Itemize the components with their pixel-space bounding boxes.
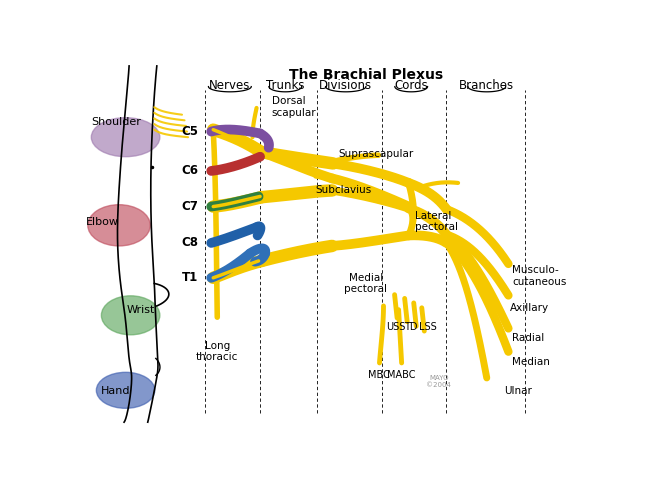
Text: Trunks: Trunks — [266, 79, 304, 92]
Text: C5: C5 — [181, 125, 198, 138]
Text: Nerves: Nerves — [209, 79, 250, 92]
Ellipse shape — [91, 118, 160, 157]
Text: Subclavius: Subclavius — [315, 186, 372, 195]
Text: Axillary: Axillary — [510, 303, 549, 313]
Text: C8: C8 — [181, 236, 198, 249]
Text: C7: C7 — [181, 200, 198, 213]
Text: Divisions: Divisions — [319, 79, 372, 92]
Text: Branches: Branches — [459, 79, 514, 92]
Text: Suprascapular: Suprascapular — [338, 149, 413, 159]
Text: Radial: Radial — [512, 333, 544, 343]
Text: Medial
pectoral: Medial pectoral — [344, 273, 387, 294]
Text: Lateral
pectoral: Lateral pectoral — [415, 211, 458, 232]
Text: Wrist: Wrist — [127, 305, 155, 316]
Text: The Brachial Plexus: The Brachial Plexus — [289, 68, 443, 82]
Text: LSS: LSS — [419, 322, 437, 332]
Text: Musculo-
cutaneous: Musculo- cutaneous — [512, 265, 566, 287]
Text: MAYO
©2004: MAYO ©2004 — [426, 375, 451, 388]
Ellipse shape — [101, 296, 160, 335]
Text: Ulnar: Ulnar — [504, 386, 532, 396]
Text: Median: Median — [512, 357, 550, 367]
Text: Elbow: Elbow — [86, 217, 119, 226]
Text: USS: USS — [386, 322, 406, 332]
Text: Hand: Hand — [101, 386, 130, 396]
Text: T1: T1 — [182, 271, 198, 284]
Text: C6: C6 — [181, 165, 198, 177]
Text: MABC: MABC — [387, 370, 415, 380]
Text: Dorsal
scapular: Dorsal scapular — [272, 96, 317, 118]
Text: MBC: MBC — [367, 370, 389, 380]
Text: Cords: Cords — [395, 79, 428, 92]
Ellipse shape — [96, 372, 155, 408]
Text: TD: TD — [404, 322, 418, 332]
Ellipse shape — [88, 205, 150, 246]
Text: Long
thoracic: Long thoracic — [196, 341, 239, 362]
Text: Shoulder: Shoulder — [92, 117, 142, 127]
